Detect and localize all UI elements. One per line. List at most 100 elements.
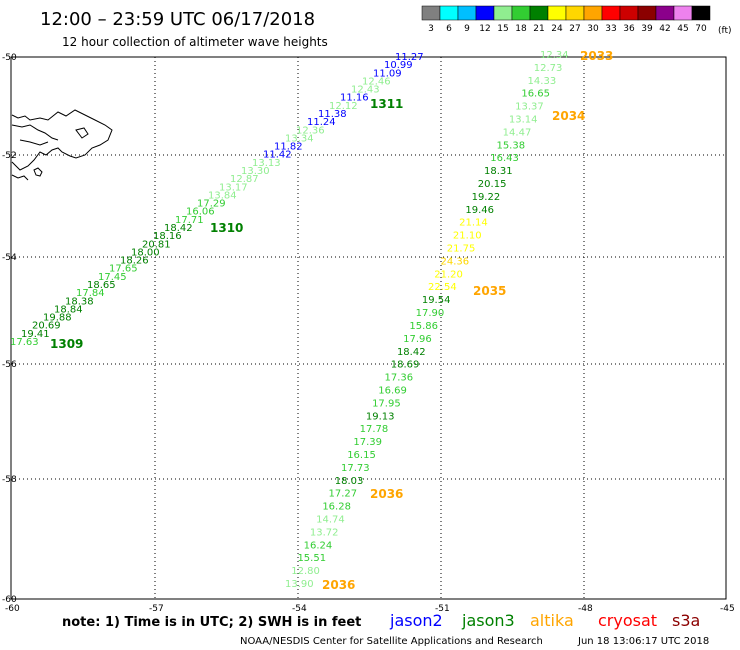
scale-swatch xyxy=(421,5,441,21)
east-track-value: 19.22 xyxy=(472,192,501,203)
satellite-legend: jason2 jason3 altika cryosat s3a xyxy=(389,611,700,630)
east-track-value: 16.65 xyxy=(521,89,550,100)
east-track-value: 16.69 xyxy=(378,385,407,396)
scale-swatch xyxy=(493,5,513,21)
east-track-value: 18.69 xyxy=(391,360,420,371)
scale-swatch xyxy=(583,5,603,21)
west-track-value: 11.82 xyxy=(274,142,303,153)
east-track-value: 24.36 xyxy=(440,256,469,267)
west-track-value: 12.46 xyxy=(362,76,391,87)
time-label: 2036 xyxy=(322,578,355,592)
west-track-value: 12.36 xyxy=(296,125,325,136)
scale-label: 70 xyxy=(695,24,707,34)
west-track-value: 17.63 xyxy=(10,337,39,348)
y-tick-label: -50 xyxy=(2,53,17,63)
scale-swatch xyxy=(565,5,585,21)
satellite-legend-item: cryosat xyxy=(598,611,657,630)
scale-swatch xyxy=(601,5,621,21)
east-track-value: 21.14 xyxy=(459,218,488,229)
west-track-value: 10.99 xyxy=(384,60,413,71)
y-tick-label: -58 xyxy=(2,475,17,485)
west-track-value: 13.30 xyxy=(241,166,270,177)
satellite-legend-item: jason2 xyxy=(389,611,443,630)
east-track-value: 16.15 xyxy=(347,450,376,461)
scale-swatch xyxy=(673,5,693,21)
east-track-value: 14.74 xyxy=(316,514,345,525)
east-track-value: 17.27 xyxy=(329,489,358,500)
x-tick-label: -60 xyxy=(5,604,20,614)
scale-label: 45 xyxy=(677,24,688,34)
time-label: 2035 xyxy=(473,284,506,298)
east-track-value: 17.36 xyxy=(385,373,414,384)
axis-ticks: -60 -57 -54 -51 -48 -45 -50 -52 -54 -56 -58 -60 xyxy=(2,53,735,614)
west-track-value: 18.38 xyxy=(65,296,94,307)
east-track-value: 14.47 xyxy=(503,127,532,138)
scale-label: 42 xyxy=(659,24,670,34)
time-label: 2036 xyxy=(370,487,403,501)
time-label: 1309 xyxy=(50,337,83,351)
east-track-value: 17.96 xyxy=(403,334,432,345)
footer-note: note: 1) Time is in UTC; 2) SWH is in fe… xyxy=(62,615,361,630)
east-track-value: 21.20 xyxy=(434,269,463,280)
time-label: 1311 xyxy=(370,97,403,111)
east-track-value: 16.43 xyxy=(490,153,519,164)
west-track-value: 11.16 xyxy=(340,93,369,104)
east-track-value: 14.33 xyxy=(528,76,557,87)
east-track-value: 13.90 xyxy=(285,579,314,590)
west-track-value: 18.42 xyxy=(164,223,193,234)
y-tick-label: -60 xyxy=(2,595,17,605)
west-track-value: 13.84 xyxy=(208,190,237,201)
west-track-value: 12.43 xyxy=(351,85,380,96)
scale-label: 15 xyxy=(497,24,508,34)
x-tick-label: -45 xyxy=(720,604,735,614)
west-track-value: 18.84 xyxy=(54,304,83,315)
east-track-value: 19.54 xyxy=(422,295,451,306)
east-track-value: 19.46 xyxy=(465,205,494,216)
scale-label: 39 xyxy=(641,24,653,34)
west-track-value: 11.27 xyxy=(395,52,424,63)
east-track-value: 22.54 xyxy=(428,282,457,293)
chart-subtitle: 12 hour collection of altimeter wave hei… xyxy=(62,35,328,49)
scale-swatch xyxy=(529,5,549,21)
time-label: 2033 xyxy=(580,49,613,63)
scale-label: 27 xyxy=(569,24,580,34)
y-tick-label: -52 xyxy=(2,151,17,161)
east-track-value: 16.24 xyxy=(304,540,333,551)
footer-credit: NOAA/NESDIS Center for Satellite Applica… xyxy=(240,636,543,647)
west-track-value: 17.84 xyxy=(76,288,105,299)
west-track-value: 20.69 xyxy=(32,321,61,332)
x-tick-label: -48 xyxy=(578,604,593,614)
east-track-value: 15.51 xyxy=(297,553,326,564)
west-track-value: 13.34 xyxy=(285,133,314,144)
scale-label: 6 xyxy=(446,24,452,34)
y-tick-label: -54 xyxy=(2,253,17,263)
scale-swatch xyxy=(619,5,639,21)
west-track-value: 11.09 xyxy=(373,68,402,79)
east-track-value: 17.95 xyxy=(372,398,401,409)
west-track-value: 13.13 xyxy=(252,158,281,169)
east-track-value: 12.73 xyxy=(534,63,563,74)
color-scale: 3 6 9 12 15 18 21 24 27 30 33 36 39 42 45 70 xyxy=(421,5,711,34)
footer-timestamp: Jun 18 13:06:17 UTC 2018 xyxy=(577,636,709,647)
west-track-value: 18.26 xyxy=(120,256,149,267)
east-track-value: 13.37 xyxy=(515,102,544,113)
scale-label: 21 xyxy=(533,24,544,34)
east-track-value: 18.42 xyxy=(397,347,426,358)
east-track-value: 16.28 xyxy=(322,502,351,513)
west-track-value: 17.45 xyxy=(98,272,127,283)
time-label: 2034 xyxy=(552,109,585,123)
scale-label: 3 xyxy=(428,24,434,34)
x-tick-label: -51 xyxy=(435,604,450,614)
west-track-value: 11.38 xyxy=(318,109,347,120)
east-track-value: 13.72 xyxy=(310,527,339,538)
west-track-value: 12.87 xyxy=(230,174,259,185)
west-track-value: 18.00 xyxy=(131,247,160,258)
time-labels: 2033 2034 2035 2036 2036 1311 1310 1309 xyxy=(50,49,613,592)
east-track-value: 17.39 xyxy=(353,437,382,448)
scale-swatch xyxy=(547,5,567,21)
scale-swatch xyxy=(457,5,477,21)
east-track-value: 13.14 xyxy=(509,115,538,126)
scale-label: 12 xyxy=(479,24,490,34)
